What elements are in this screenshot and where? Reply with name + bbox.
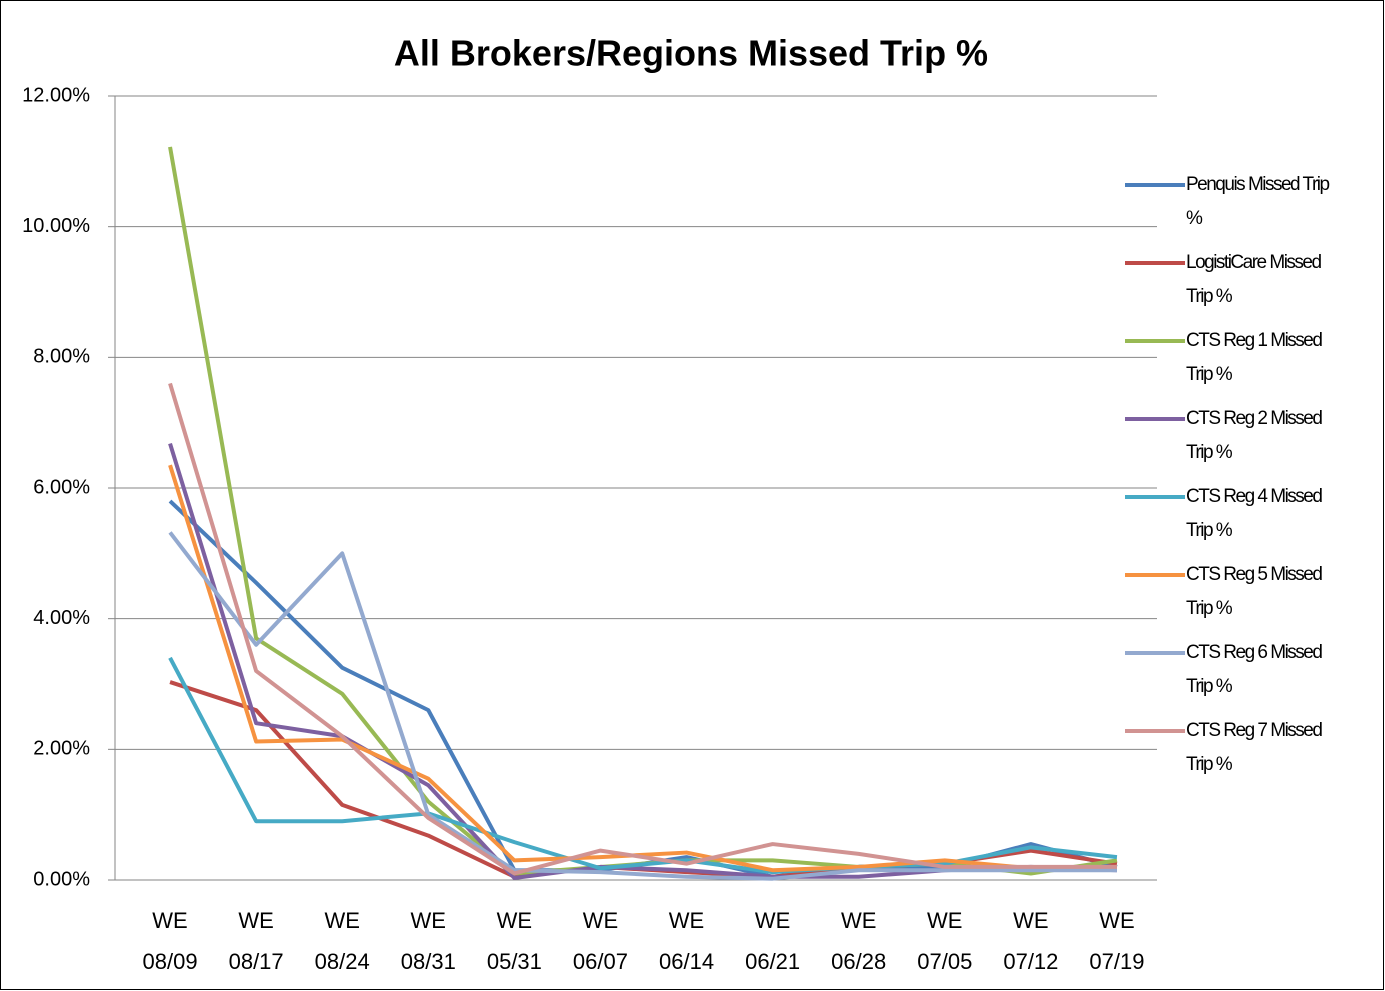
legend-label: CTS Reg 2 Missed Trip % <box>1186 408 1323 463</box>
y-tick-label: 4.00% <box>33 607 90 629</box>
series-line <box>168 464 1117 873</box>
y-tick-label: 2.00% <box>33 738 90 760</box>
chart-title: All Brokers/Regions Missed Trip % <box>394 33 988 74</box>
series-line <box>168 382 1117 876</box>
x-tick-label: WE 08/31 <box>400 908 456 974</box>
x-tick-label: WE 07/05 <box>917 908 973 974</box>
x-tick-label: WE 06/14 <box>659 908 715 974</box>
x-tick-label: WE 07/12 <box>1003 908 1059 974</box>
x-tick-label: WE 06/21 <box>745 908 801 974</box>
x-tick-label: WE 08/09 <box>142 908 198 974</box>
legend-label: LogistiCare Missed Trip % <box>1186 252 1322 307</box>
legend-label: Penquis Missed Trip % <box>1186 174 1330 229</box>
x-tick-label: WE 06/28 <box>831 908 887 974</box>
legend-label: CTS Reg 4 Missed Trip % <box>1186 486 1323 541</box>
y-tick-label: 10.00% <box>22 215 90 237</box>
legend-label: CTS Reg 1 Missed Trip % <box>1186 330 1323 385</box>
y-tick-label: 6.00% <box>33 476 90 498</box>
legend-label: CTS Reg 6 Missed Trip % <box>1186 642 1323 697</box>
series-line <box>168 531 1117 881</box>
x-tick-label: WE 06/07 <box>572 908 628 974</box>
legend-label: CTS Reg 7 Missed Trip % <box>1186 720 1323 775</box>
x-tick-label: WE 05/31 <box>486 908 542 974</box>
y-tick-label: 8.00% <box>33 346 90 368</box>
y-tick-label: 12.00% <box>22 84 90 106</box>
x-tick-label: WE 08/24 <box>314 908 370 974</box>
x-tick-label: WE 08/17 <box>228 908 284 974</box>
y-tick-label: 0.00% <box>33 868 90 890</box>
legend-label: CTS Reg 5 Missed Trip % <box>1186 564 1323 619</box>
x-tick-label: WE 07/19 <box>1089 908 1145 974</box>
